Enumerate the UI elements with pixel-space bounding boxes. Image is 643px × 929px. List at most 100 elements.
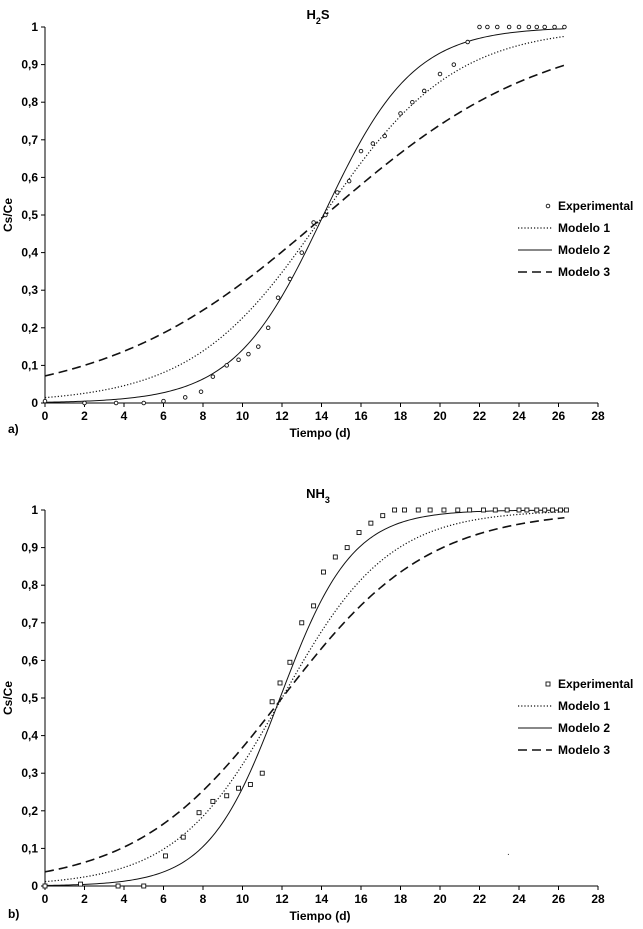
experimental-point (115, 883, 121, 889)
title-main: NH (306, 486, 325, 501)
experimental-point (277, 680, 283, 686)
experimental-point (495, 24, 500, 30)
y-tick-label: 1 (31, 20, 38, 34)
experimental-point (558, 507, 563, 513)
y-tick-label: 0,6 (21, 653, 38, 667)
experimental-point (542, 507, 548, 513)
experimental-point (524, 507, 530, 513)
experimental-point (380, 513, 386, 519)
experimental-point (163, 853, 168, 859)
x-tick-label: 28 (591, 892, 605, 906)
experimental-point (455, 507, 461, 513)
experimental-point (210, 374, 216, 379)
experimental-point (382, 133, 387, 139)
experimental-point (370, 141, 376, 146)
x-tick-label: 16 (354, 409, 368, 423)
experimental-point (392, 507, 398, 513)
x-tick-label: 4 (121, 409, 128, 423)
y-tick-label: 0,2 (21, 321, 38, 335)
experimental-point (506, 24, 512, 30)
y-tick-label: 0,4 (21, 729, 38, 743)
x-tick-label: 6 (160, 892, 167, 906)
experimental-point (224, 793, 230, 799)
experimental-point (82, 400, 87, 406)
experimental-point (247, 782, 253, 787)
experimental-point (516, 24, 522, 30)
legend-label-modelo-1: Modelo 1 (558, 221, 610, 235)
experimental-point (287, 659, 293, 665)
y-tick-label: 0,5 (21, 208, 38, 222)
x-tick-label: 24 (512, 892, 526, 906)
experimental-point (415, 507, 421, 513)
x-tick-label: 12 (275, 409, 289, 423)
experimental-point (236, 785, 242, 791)
y-tick-label: 0,3 (21, 766, 38, 780)
x-tick-label: 2 (81, 409, 88, 423)
x-tick-label: 16 (354, 892, 368, 906)
experimental-point (335, 190, 340, 195)
experimental-point (398, 111, 403, 116)
y-tick-label: 0,8 (21, 95, 38, 109)
experimental-point (141, 400, 146, 406)
x-tick-label: 28 (591, 409, 605, 423)
y-tick-label: 0,3 (21, 283, 38, 297)
experimental-point (259, 770, 265, 776)
experimental-point (344, 545, 350, 551)
y-tick-label: 1 (31, 503, 38, 517)
experimental-point (42, 398, 48, 404)
experimental-point (485, 24, 490, 30)
y-axis-title: Cs/Ce (1, 681, 15, 715)
chart-title: NH3 (306, 486, 330, 505)
x-tick-label: 0 (42, 892, 49, 906)
experimental-point (323, 212, 328, 218)
y-tick-label: 0 (31, 396, 38, 410)
legend-label-modelo-2: Modelo 2 (558, 721, 610, 735)
x-tick-label: 24 (512, 409, 526, 423)
y-tick-label: 0,1 (21, 841, 38, 855)
experimental-point (427, 507, 433, 513)
series-line-modelo-3 (44, 64, 565, 377)
experimental-point (402, 507, 407, 513)
experimental-point (534, 507, 540, 513)
x-tick-label: 18 (394, 409, 408, 423)
experimental-point (311, 220, 316, 225)
x-tick-label: 4 (121, 892, 128, 906)
experimental-point (504, 507, 510, 513)
experimental-point (437, 71, 443, 77)
series-line-modelo-3 (44, 516, 565, 873)
legend: Experimental Modelo 1 Modelo 2 Modelo 3 (518, 199, 633, 279)
y-tick-label: 0,2 (21, 804, 38, 818)
experimental-point (42, 883, 48, 889)
x-tick-label: 10 (236, 409, 250, 423)
experimental-point (196, 810, 202, 816)
experimental-point (299, 620, 305, 626)
experimental-point (275, 295, 281, 300)
legend: Experimental Modelo 1 Modelo 2 Modelo 3 (518, 677, 633, 757)
experimental-point (311, 603, 317, 609)
experimental-point (224, 363, 229, 368)
experimental-point (182, 395, 188, 400)
y-tick-label: 0,4 (21, 246, 38, 260)
x-tick-label: 14 (315, 892, 329, 906)
experimental-point (287, 276, 293, 282)
chart-title: H2S (306, 7, 329, 26)
legend-label-experimental: Experimental (558, 677, 633, 691)
y-tick-label: 0,7 (21, 133, 38, 147)
experimental-point (358, 148, 364, 154)
x-tick-label: 6 (160, 409, 167, 423)
title-main: H (306, 7, 315, 22)
x-tick-label: 22 (473, 892, 487, 906)
experimental-point (516, 507, 522, 513)
experimental-point (467, 507, 473, 513)
experimental-point (180, 834, 186, 840)
title-subscript: 3 (325, 495, 330, 505)
x-tick-label: 20 (433, 409, 447, 423)
experimental-point (321, 569, 326, 575)
experimental-point (198, 389, 204, 394)
legend-marker-experimental (545, 203, 551, 209)
experimental-point (161, 398, 166, 404)
y-tick-label: 0 (31, 879, 38, 893)
x-axis-title: Tiempo (d) (289, 426, 350, 440)
